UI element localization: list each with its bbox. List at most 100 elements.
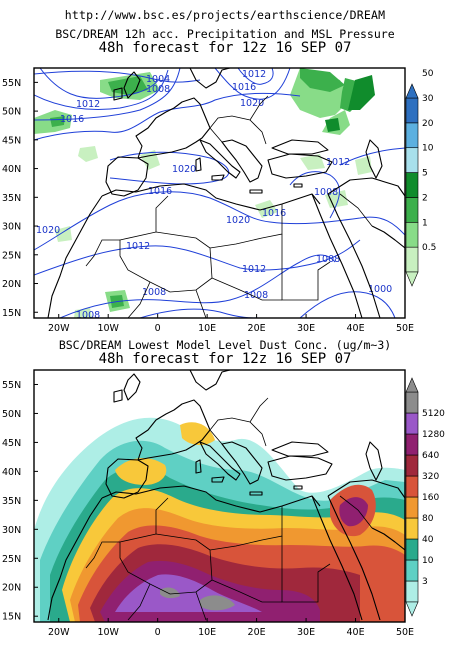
axes: 15N 20N 25N 30N 35N 40N 45N 50N 55N 20W 10W 0 10E 20E…: [2, 78, 414, 638]
colorbar-swatch: [405, 496, 419, 519]
colorbar-swatch: [405, 147, 419, 173]
isobar-label: 1008: [316, 254, 340, 265]
lon-tick-label: 40E: [346, 627, 364, 638]
isobar-labels: 1012 1004 1008 1016 1012 1016 1020 1020 …: [36, 69, 392, 321]
precip-colorbar: 0.5 1 2 5 10 20 30 50: [405, 69, 436, 287]
isobars: [34, 68, 405, 318]
isobar-label: 1012: [326, 157, 350, 168]
colorbar-swatch: [405, 122, 419, 149]
source-url: http://www.bsc.es/projects/earthscience/…: [64, 8, 386, 22]
lat-tick-label: 35N: [2, 193, 21, 204]
lat-tick-label: 35N: [2, 496, 21, 507]
colorbar-swatch: [405, 246, 419, 273]
isobar-label: 1012: [242, 264, 266, 275]
lat-tick-label: 30N: [2, 222, 21, 233]
colorbar-swatch: [405, 475, 419, 498]
colorbar-swatch: [405, 391, 419, 414]
lon-tick-label: 10E: [198, 323, 216, 334]
lat-tick-label: 15N: [2, 612, 21, 623]
colorbar-label: 1: [422, 218, 428, 228]
isobar-label: 1012: [76, 99, 100, 110]
map1-title: BSC/DREAM 12h acc. Precipitation and MSL…: [55, 27, 395, 41]
colorbar-label: 3: [422, 577, 428, 587]
map2-title: BSC/DREAM Lowest Model Level Dust Conc. …: [58, 338, 392, 352]
colorbar-label: 5120: [422, 409, 445, 419]
map1-subtitle: 48h forecast for 12z 16 SEP 07: [98, 40, 352, 56]
lon-tick-label: 0: [155, 627, 161, 638]
colorbar-swatch: [405, 454, 419, 477]
colorbar-label: 160: [422, 493, 439, 503]
lat-tick-label: 50N: [2, 409, 21, 420]
isobar-label: 1020: [36, 225, 60, 236]
colorbar-label: 50: [422, 69, 434, 79]
dust-colorbar: 3 10 40 80 160 320 640 1280 5120: [405, 377, 445, 617]
map2-subtitle: 48h forecast for 12z 16 SEP 07: [98, 351, 352, 367]
colorbar-swatch: [405, 538, 419, 561]
lon-tick-label: 20W: [48, 323, 70, 334]
lon-tick-label: 50E: [396, 323, 414, 334]
colorbar-label: 80: [422, 514, 434, 524]
lat-tick-label: 20N: [2, 279, 21, 290]
isobar-label: 1004: [146, 74, 170, 85]
isobar-label: 1020: [226, 215, 250, 226]
isobar-label: 1020: [240, 98, 264, 109]
colorbar-swatch: [405, 197, 419, 223]
precip-fields: [34, 68, 375, 318]
colorbar-swatch: [405, 580, 419, 603]
colorbar-label: 20: [422, 119, 434, 129]
lat-tick-label: 45N: [2, 135, 21, 146]
lon-tick-label: 30E: [297, 323, 315, 334]
lon-tick-label: 40E: [346, 323, 364, 334]
lat-tick-label: 40N: [2, 164, 21, 175]
lat-tick-label: 25N: [2, 250, 21, 261]
lon-tick-label: 20E: [248, 627, 266, 638]
colorbar-arrow: [405, 601, 419, 617]
isobar-label: 1008: [76, 310, 100, 321]
lon-tick-label: 10E: [198, 627, 216, 638]
precipitation-pressure-map: 1012 1004 1008 1016 1012 1016 1020 1020 …: [33, 67, 406, 321]
colorbar-swatch: [405, 517, 419, 540]
colorbar-arrow: [405, 271, 419, 287]
colorbar-swatch: [405, 221, 419, 248]
lon-tick-label: 10W: [97, 627, 119, 638]
isobar-label: 1008: [244, 290, 268, 301]
colorbar-label: 30: [422, 94, 434, 104]
lat-tick-label: 20N: [2, 583, 21, 594]
lat-tick-label: 25N: [2, 554, 21, 565]
lat-tick-label: 50N: [2, 107, 21, 118]
lon-tick-label: 20W: [48, 627, 70, 638]
lon-tick-label: 0: [155, 323, 161, 334]
dust-fields: [34, 417, 405, 622]
colorbar-swatch: [405, 97, 419, 124]
lon-tick-label: 10W: [97, 323, 119, 334]
colorbar-label: 0.5: [422, 243, 436, 253]
colorbar-swatch: [405, 433, 419, 456]
colorbars: 0.5 1 2 5 10 20 30 50 3 10 40 80 160 320 640 1280 5120: [405, 69, 445, 617]
isobar-label: 1020: [172, 164, 196, 175]
colorbar-label: 320: [422, 472, 439, 482]
lat-tick-label: 55N: [2, 78, 21, 89]
colorbar-swatch: [405, 559, 419, 582]
isobar-label: 1008: [146, 84, 170, 95]
lat-tick-label: 40N: [2, 467, 21, 478]
isobar-label: 1000: [368, 284, 392, 295]
isobar-label: 1016: [232, 82, 256, 93]
isobar-label: 1016: [60, 114, 84, 125]
isobar-label: 1016: [148, 186, 172, 197]
colorbar-label: 1280: [422, 430, 445, 440]
colorbar-label: 2: [422, 193, 428, 203]
isobar-label: 1008: [314, 187, 338, 198]
lon-tick-label: 30E: [297, 627, 315, 638]
lat-tick-label: 55N: [2, 380, 21, 391]
isobar-label: 1012: [242, 69, 266, 80]
colorbar-label: 640: [422, 451, 439, 461]
lat-tick-label: 15N: [2, 308, 21, 319]
isobar-label: 1012: [126, 241, 150, 252]
lon-tick-label: 20E: [248, 323, 266, 334]
colorbar-arrow: [405, 377, 419, 393]
colorbar-label: 10: [422, 144, 434, 154]
colorbar-label: 10: [422, 556, 434, 566]
lat-tick-label: 30N: [2, 525, 21, 536]
colorbar-swatch: [405, 412, 419, 435]
